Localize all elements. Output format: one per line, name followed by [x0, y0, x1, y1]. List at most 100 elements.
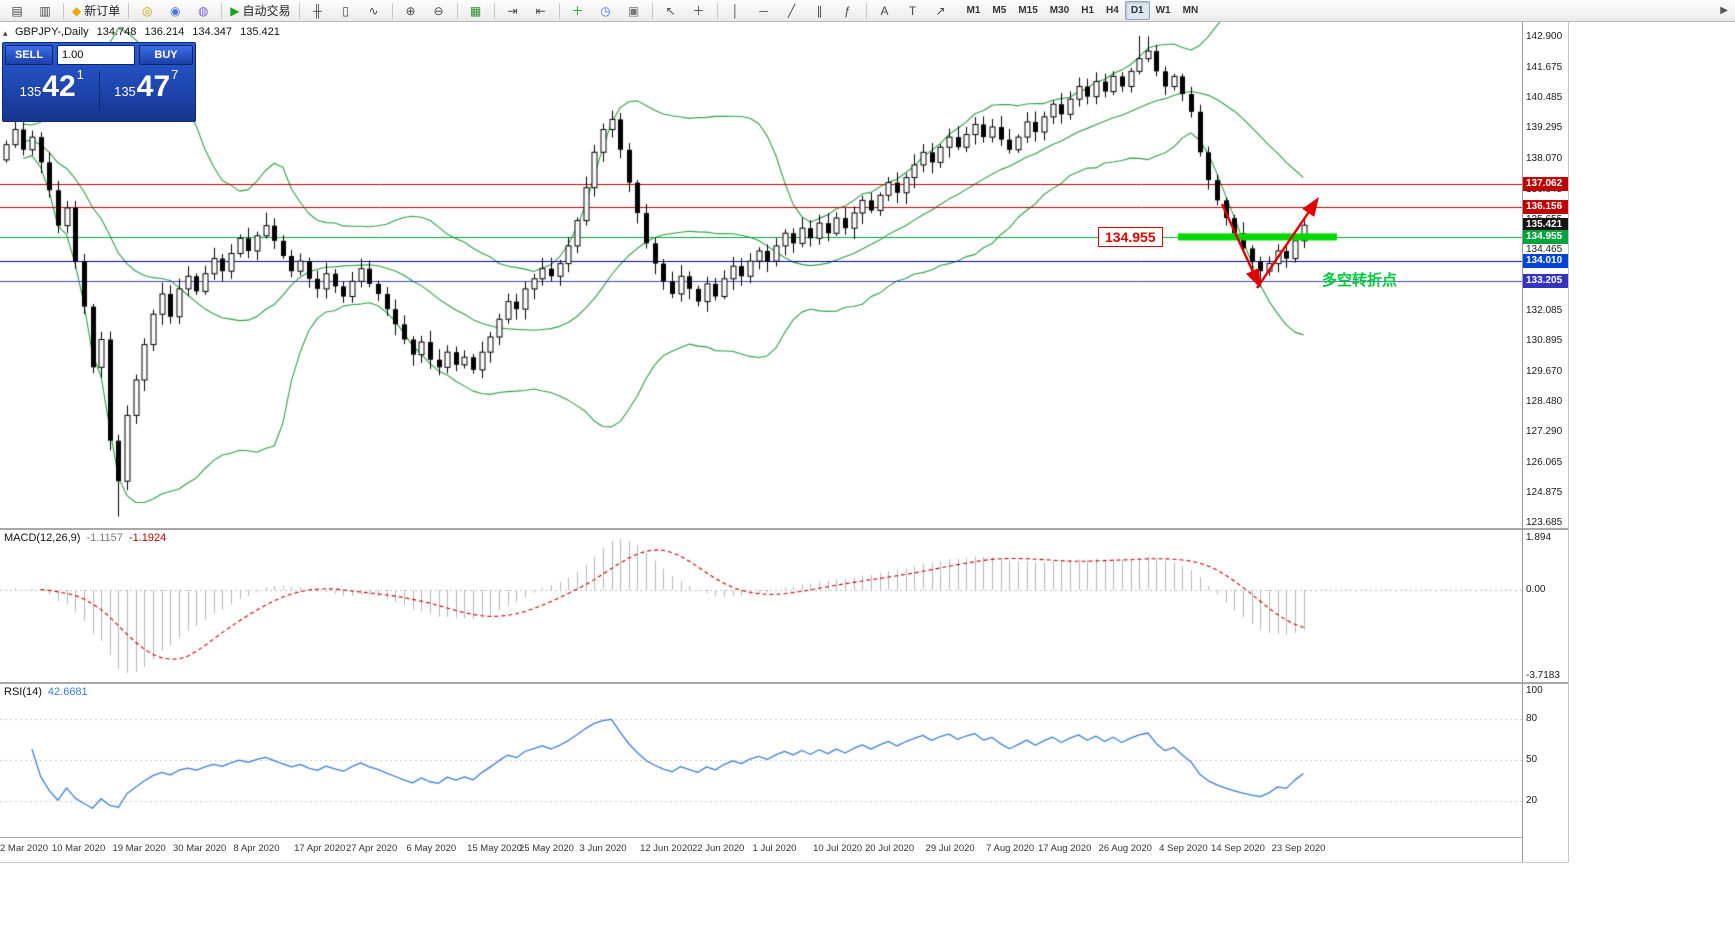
buy-button[interactable]: BUY [139, 45, 193, 65]
vertical-line-button[interactable]: │ [722, 1, 750, 21]
sell-price-display[interactable]: 135 42 1 [5, 67, 99, 110]
date-label: 8 Apr 2020 [233, 843, 280, 854]
chart-profiles-button[interactable]: ▥ [31, 1, 59, 21]
signals-icon: ◎ [142, 3, 153, 18]
arrows-button[interactable]: ↗ [927, 1, 955, 21]
channel-icon: ∥ [816, 3, 823, 18]
market-icon: ◉ [170, 3, 181, 18]
cursor-button[interactable]: ↖ [657, 1, 685, 21]
auto-scroll-button[interactable]: ⇥ [499, 1, 527, 21]
fibonacci-icon: ƒ [844, 3, 851, 18]
trendline-button[interactable]: ╱ [778, 1, 806, 21]
macd-indicator-label: MACD(12,26,9) -1.1157 -1.1924 [4, 532, 166, 544]
date-label: 7 Aug 2020 [986, 843, 1035, 854]
sell-price-point: 1 [76, 67, 84, 82]
timeframe-h1-button[interactable]: H1 [1081, 5, 1095, 16]
chart-bars-button[interactable]: ╫ [304, 1, 332, 21]
timeframe-m30-button[interactable]: M30 [1049, 5, 1070, 16]
market-button[interactable]: ◉ [161, 1, 189, 21]
new-order-button[interactable]: ◆ 新订单 [68, 1, 124, 21]
date-label: 26 Aug 2020 [1098, 843, 1152, 854]
text-button[interactable]: A [871, 1, 899, 21]
tile-windows-icon: ▦ [469, 3, 482, 18]
horizontal-line-button[interactable]: ─ [750, 1, 778, 21]
chart-bars-icon: ╫ [313, 3, 322, 18]
trade-panel-controls: SELL ▲ ▼ BUY [5, 45, 193, 65]
turning-point-text[interactable]: 多空转折点 [1322, 272, 1398, 289]
toolbar-separator [128, 2, 130, 19]
toolbar-separator [456, 2, 458, 19]
price-tick: 138.070 [1526, 153, 1563, 165]
zoom-out-button[interactable]: ⊖ [425, 1, 453, 21]
date-label: 4 Sep 2020 [1159, 843, 1208, 854]
macd-name: MACD(12,26,9) [4, 532, 81, 544]
zoom-in-button[interactable]: ⊕ [397, 1, 425, 21]
rsi-pane-separator[interactable] [0, 682, 1568, 684]
sell-price-pips: 42 [42, 70, 76, 103]
trendline-icon: ╱ [787, 3, 796, 18]
toolbar-overflow-button[interactable]: ▶ [1720, 5, 1728, 16]
lot-size-input[interactable] [58, 46, 134, 64]
rsi-scale-label: 100 [1526, 685, 1543, 696]
price-tick: 127.290 [1526, 425, 1563, 437]
timeframe-m15-button[interactable]: M15 [1018, 5, 1038, 16]
tile-windows-button[interactable]: ▦ [462, 1, 490, 21]
price-axis[interactable]: 142.900141.675140.485139.295138.070136.8… [1523, 22, 1568, 862]
templates-button[interactable]: ▣ [620, 1, 648, 21]
price-tick: 124.875 [1526, 486, 1563, 498]
timeframe-m5-button[interactable]: M5 [992, 5, 1007, 16]
timeframe-d1-button[interactable]: D1 [1124, 1, 1150, 20]
autotrading-icon: ▶ [230, 3, 240, 18]
autotrading-button[interactable]: ▶ 自动交易 [226, 1, 294, 21]
date-label: 19 Mar 2020 [112, 843, 166, 854]
rsi-name: RSI(14) [4, 686, 42, 698]
sell-button[interactable]: SELL [5, 45, 53, 65]
community-button[interactable]: ◍ [189, 1, 217, 21]
timeframe-h4-button[interactable]: H4 [1106, 5, 1119, 16]
one-click-collapse-button[interactable]: ▴ [3, 28, 8, 38]
fibonacci-button[interactable]: ƒ [834, 1, 862, 21]
close-value: 135.421 [240, 26, 280, 38]
signals-button[interactable]: ◎ [133, 1, 161, 21]
channel-button[interactable]: ∥ [806, 1, 834, 21]
label-button[interactable]: T [899, 1, 927, 21]
date-label: 22 Jun 2020 [692, 843, 745, 854]
text-icon: A [880, 3, 889, 18]
date-label: 29 Jul 2020 [925, 843, 975, 854]
price-line-label: 136.156 [1523, 199, 1568, 214]
crosshair-button[interactable]: ＋ [685, 1, 713, 21]
open-value: 134.748 [96, 26, 137, 38]
price-tick: 141.675 [1526, 61, 1563, 73]
toolbar-separator [221, 2, 223, 19]
toolbar-button-groups: ▤ ▥ ◆ 新订单 ◎ ◉ ◍ ▶ 自动交易 ╫ ▯ ∿ ⊕ ⊖ ▦ ⇥ ⇤ ＋ ◷ ▣ ↖ ＋ │ ─ ╱ ∥ ƒ A T ↗ [3, 1, 955, 21]
periods-button[interactable]: ◷ [592, 1, 620, 21]
chart-line-button[interactable]: ∿ [360, 1, 388, 21]
timeframe-w1-button[interactable]: W1 [1155, 5, 1171, 16]
price-line-label: 137.062 [1523, 176, 1568, 191]
indicators-button[interactable]: ＋ [564, 1, 592, 21]
timeframe-m1-button[interactable]: M1 [966, 5, 981, 16]
new-chart-button[interactable]: ▤ [3, 1, 31, 21]
symbol-ohlc-line: GBPJPY-,Daily 134.748 136.214 134.347 13… [15, 26, 285, 38]
chart-candles-button[interactable]: ▯ [332, 1, 360, 21]
timeframe-mn-button[interactable]: MN [1182, 5, 1199, 16]
date-label: 23 Sep 2020 [1271, 843, 1326, 854]
new-order-icon: ◆ [72, 3, 82, 18]
toolbar-separator [558, 2, 560, 19]
main-chart-canvas[interactable] [0, 22, 1522, 528]
auto-scroll-icon: ⇥ [507, 3, 518, 18]
toolbar-separator [391, 2, 393, 19]
arrows-icon: ↗ [935, 3, 946, 18]
chart-shift-button[interactable]: ⇤ [527, 1, 555, 21]
rsi-pane-canvas[interactable] [0, 684, 1522, 836]
macd-pane-canvas[interactable] [0, 530, 1522, 682]
macd-pane-separator[interactable] [0, 528, 1568, 530]
price-level-callout[interactable]: 134.955 [1098, 227, 1163, 247]
buy-price-display[interactable]: 135 47 7 [100, 67, 194, 110]
date-label: 25 May 2020 [519, 843, 574, 854]
time-axis[interactable]: 2 Mar 2020 10 Mar 2020 19 Mar 2020 30 Mar 2… [0, 837, 1522, 863]
cursor-icon: ↖ [665, 3, 676, 18]
price-tick: 123.685 [1526, 517, 1563, 529]
